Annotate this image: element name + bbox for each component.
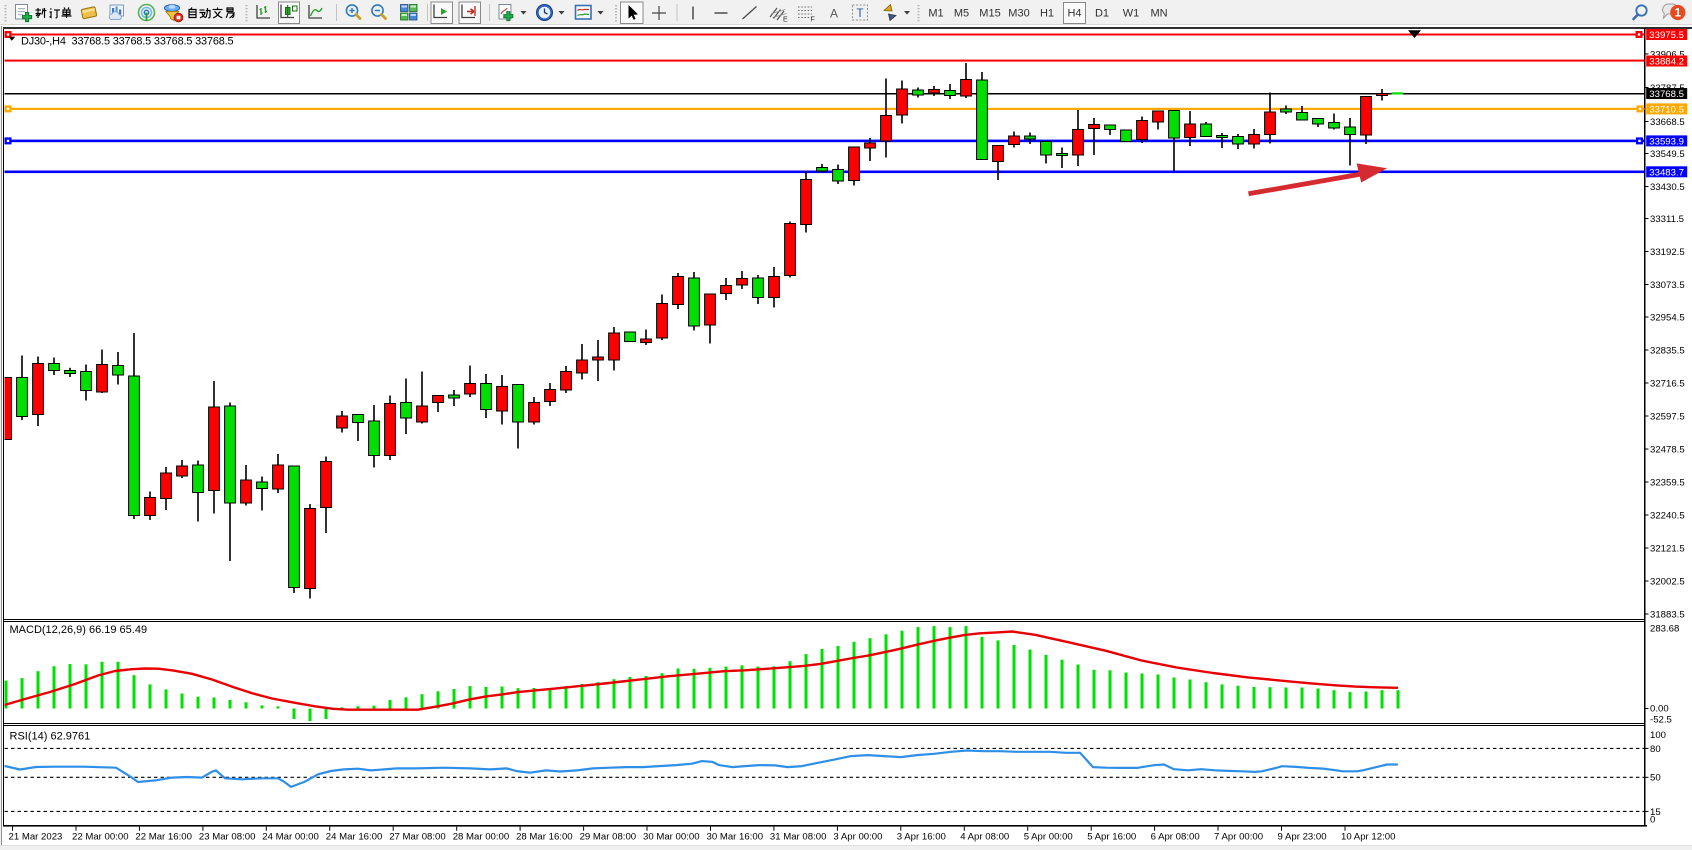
- svg-text:32121.5: 32121.5: [1650, 543, 1685, 554]
- svg-text:22 Mar 00:00: 22 Mar 00:00: [72, 832, 129, 843]
- svg-text:31 Mar 08:00: 31 Mar 08:00: [770, 832, 827, 843]
- svg-text:32954.5: 32954.5: [1650, 312, 1685, 323]
- svg-text:T: T: [857, 8, 864, 20]
- svg-text:33483.7: 33483.7: [1649, 167, 1684, 178]
- svg-text:M30: M30: [1008, 8, 1029, 20]
- svg-text:33073.5: 33073.5: [1650, 280, 1685, 291]
- svg-text:30 Mar 16:00: 30 Mar 16:00: [707, 832, 764, 843]
- svg-text:31883.5: 31883.5: [1650, 609, 1685, 620]
- svg-text:28 Mar 16:00: 28 Mar 16:00: [516, 832, 573, 843]
- svg-text:5 Apr 16:00: 5 Apr 16:00: [1087, 832, 1136, 843]
- svg-text:0: 0: [1650, 814, 1655, 825]
- svg-text:H1: H1: [1040, 8, 1054, 20]
- svg-text:32597.5: 32597.5: [1650, 411, 1685, 422]
- svg-text:MACD(12,26,9) 66.19 65.49: MACD(12,26,9) 66.19 65.49: [10, 624, 148, 636]
- svg-text:0.00: 0.00: [1650, 704, 1669, 715]
- svg-text:33549.5: 33549.5: [1650, 149, 1685, 160]
- svg-text:24 Mar 16:00: 24 Mar 16:00: [326, 832, 383, 843]
- svg-text:-52.5: -52.5: [1650, 715, 1672, 726]
- svg-text:24 Mar 00:00: 24 Mar 00:00: [262, 832, 319, 843]
- svg-text:283.68: 283.68: [1650, 624, 1679, 635]
- svg-text:4 Apr 08:00: 4 Apr 08:00: [960, 832, 1009, 843]
- svg-text:3 Apr 00:00: 3 Apr 00:00: [833, 832, 882, 843]
- svg-text:1: 1: [1675, 8, 1682, 20]
- svg-text:21 Mar 2023: 21 Mar 2023: [9, 832, 63, 843]
- svg-text:7 Apr 00:00: 7 Apr 00:00: [1214, 832, 1263, 843]
- svg-text:D1: D1: [1095, 8, 1109, 20]
- svg-text:M1: M1: [928, 8, 943, 20]
- svg-text:32002.5: 32002.5: [1650, 576, 1685, 587]
- svg-text:28 Mar 00:00: 28 Mar 00:00: [453, 832, 510, 843]
- svg-text:E: E: [783, 17, 788, 24]
- svg-text:22 Mar 16:00: 22 Mar 16:00: [135, 832, 192, 843]
- svg-text:32359.5: 32359.5: [1650, 477, 1685, 488]
- svg-text:F: F: [811, 17, 815, 24]
- svg-text:32835.5: 32835.5: [1650, 345, 1685, 356]
- svg-text:H4: H4: [1067, 8, 1081, 20]
- svg-text:M15: M15: [979, 8, 1000, 20]
- svg-text:M5: M5: [954, 8, 969, 20]
- svg-text:50: 50: [1650, 773, 1661, 784]
- svg-text:15: 15: [1650, 807, 1661, 818]
- svg-text:80: 80: [1650, 744, 1661, 755]
- svg-text:29 Mar 08:00: 29 Mar 08:00: [580, 832, 637, 843]
- svg-text:3 Apr 16:00: 3 Apr 16:00: [897, 832, 946, 843]
- svg-text:32240.5: 32240.5: [1650, 510, 1685, 521]
- svg-text:9 Apr 23:00: 9 Apr 23:00: [1278, 832, 1327, 843]
- svg-text:32478.5: 32478.5: [1650, 444, 1685, 455]
- svg-text:33430.5: 33430.5: [1650, 182, 1685, 193]
- svg-text:33710.5: 33710.5: [1649, 104, 1684, 115]
- svg-text:33593.9: 33593.9: [1649, 136, 1684, 147]
- svg-text:23 Mar 08:00: 23 Mar 08:00: [199, 832, 256, 843]
- svg-text:33768.5: 33768.5: [1649, 89, 1684, 100]
- svg-text:33975.5: 33975.5: [1649, 30, 1684, 41]
- svg-text:33906.5: 33906.5: [1650, 49, 1685, 60]
- svg-text:MN: MN: [1150, 8, 1167, 20]
- svg-text:W1: W1: [1123, 8, 1140, 20]
- svg-text:33668.5: 33668.5: [1650, 117, 1685, 128]
- svg-text:100: 100: [1650, 730, 1666, 741]
- svg-text:6 Apr 08:00: 6 Apr 08:00: [1151, 832, 1200, 843]
- svg-text:5 Apr 00:00: 5 Apr 00:00: [1024, 832, 1073, 843]
- svg-text:RSI(14) 62.9761: RSI(14) 62.9761: [10, 731, 91, 743]
- svg-text:10 Apr 12:00: 10 Apr 12:00: [1341, 832, 1395, 843]
- svg-text:33192.5: 33192.5: [1650, 247, 1685, 258]
- svg-text:32716.5: 32716.5: [1650, 378, 1685, 389]
- svg-text:27 Mar 08:00: 27 Mar 08:00: [389, 832, 446, 843]
- svg-text:33884.2: 33884.2: [1649, 57, 1684, 68]
- svg-text:DJ30-,H4 33768.5 33768.5 3376: DJ30-,H4 33768.5 33768.5 33768.5 33768.5: [21, 36, 234, 48]
- svg-text:33311.5: 33311.5: [1650, 214, 1684, 225]
- svg-text:A: A: [830, 7, 838, 21]
- svg-text:30 Mar 00:00: 30 Mar 00:00: [643, 832, 700, 843]
